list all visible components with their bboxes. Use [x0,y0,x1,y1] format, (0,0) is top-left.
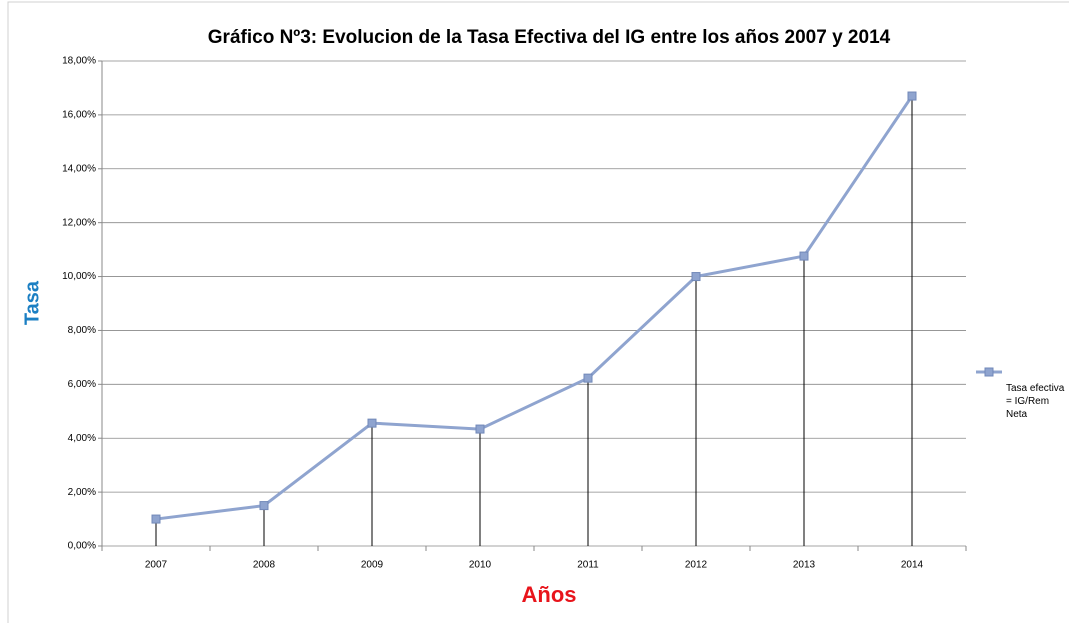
x-tick-label: 2014 [901,560,924,571]
chart-title: Gráfico Nº3: Evolucion de la Tasa Efecti… [208,27,891,48]
marker [475,424,485,434]
chart-frame [7,1,1069,623]
y-tick-label: 12,00% [62,217,96,228]
y-tick-label: 18,00% [62,56,96,67]
y-tick-label: 10,00% [62,271,96,282]
marker [151,514,161,524]
x-tick-label: 2013 [793,560,816,571]
y-tick-label: 2,00% [68,487,96,498]
marker [907,91,917,101]
x-tick-label: 2008 [253,560,276,571]
x-axis-label: Años [522,582,577,607]
x-tick-label: 2007 [145,560,168,571]
marker [691,272,701,282]
y-tick-label: 0,00% [68,541,96,552]
x-tick-label: 2011 [577,560,599,571]
y-tick-label: 8,00% [68,325,96,336]
x-tick-label: 2012 [685,560,708,571]
y-tick-label: 14,00% [62,163,96,174]
x-tick-label: 2009 [361,560,384,571]
x-tick-label: 2010 [469,560,492,571]
y-axis-label: Tasa [21,280,43,325]
series-line [155,95,914,521]
marker [259,501,269,511]
y-tick-label: 4,00% [68,433,96,444]
y-tick-label: 6,00% [68,379,96,390]
legend-label: Tasa efectiva = IG/Rem Neta [1006,383,1065,420]
legend-marker [984,367,994,377]
marker [799,251,809,261]
y-tick-label: 16,00% [62,110,96,121]
marker [583,373,593,383]
marker [367,418,377,428]
